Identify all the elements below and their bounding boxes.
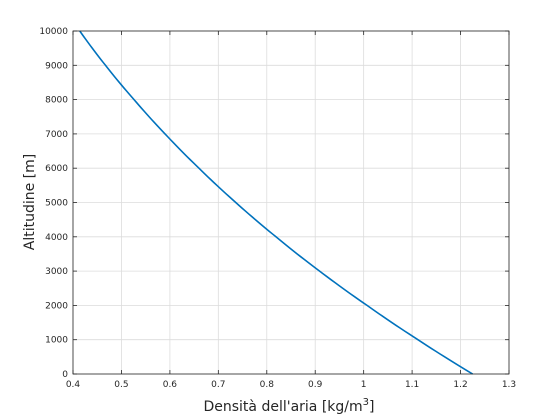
y-tick-label-10: 10000 — [39, 27, 68, 37]
y-tick-label-0: 0 — [62, 370, 68, 380]
y-tick-label-3: 3000 — [45, 267, 68, 277]
y-tick-label-1: 1000 — [45, 336, 68, 346]
tick-marks — [72, 30, 510, 375]
x-tick-label-8: 1.2 — [453, 380, 467, 390]
y-tick-label-5: 5000 — [45, 199, 68, 209]
x-tick-label-2: 0.6 — [163, 380, 178, 390]
y-tick-label-9: 9000 — [45, 61, 68, 71]
x-tick-label-9: 1.3 — [502, 380, 516, 390]
x-axis-label: Densità dell'aria [kg/m3] — [203, 397, 374, 415]
series-line-0 — [79, 30, 474, 375]
series-layer — [79, 30, 474, 375]
x-tick-label-3: 0.7 — [211, 380, 225, 390]
y-tick-label-6: 6000 — [45, 164, 68, 174]
x-tick-label-6: 1 — [361, 380, 367, 390]
y-tick-label-7: 7000 — [45, 130, 68, 140]
x-tick-label-5: 0.9 — [308, 380, 323, 390]
x-tick-label-1: 0.5 — [114, 380, 128, 390]
y-tick-label-8: 8000 — [45, 96, 68, 106]
x-tick-labels: 0.4 0.5 0.6 0.7 0.8 0.9 1 1.1 1.2 1.3 — [66, 380, 516, 390]
x-tick-label-7: 1.1 — [405, 380, 419, 390]
x-tick-label-4: 0.8 — [260, 380, 275, 390]
y-tick-labels: 0 1000 2000 3000 4000 5000 6000 7000 8000 9000 100… — [39, 27, 68, 380]
x-tick-label-0: 0.4 — [66, 380, 81, 390]
y-tick-label-2: 2000 — [45, 301, 68, 311]
y-tick-label-4: 4000 — [45, 233, 68, 243]
y-axis-label: Altitudine [m] — [22, 154, 38, 250]
